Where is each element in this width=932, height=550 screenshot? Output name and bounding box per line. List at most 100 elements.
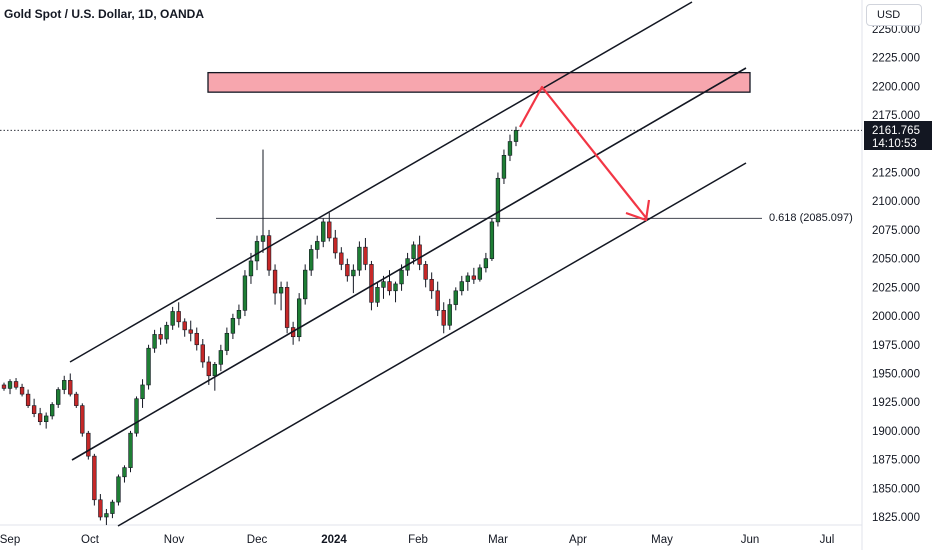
candle-body-down xyxy=(284,287,290,328)
time-tick-label: Jun xyxy=(741,534,760,546)
candle-body-up xyxy=(116,476,121,503)
candle xyxy=(134,396,139,437)
candle-body-up xyxy=(477,267,483,280)
time-tick-label: 2024 xyxy=(321,534,347,546)
candle-body-up xyxy=(254,241,260,262)
candle xyxy=(128,430,133,473)
candle-body-up xyxy=(447,304,452,326)
candle-body-down xyxy=(31,405,37,414)
candle xyxy=(357,241,362,276)
time-tick-label: Sep xyxy=(0,534,20,546)
candle xyxy=(489,218,495,261)
candle xyxy=(242,270,248,317)
candle xyxy=(423,260,428,288)
time-tick-label: May xyxy=(651,534,673,546)
candle-body-up xyxy=(236,310,242,319)
candle-body-up xyxy=(465,275,470,282)
candle xyxy=(19,383,25,397)
candle-body-up xyxy=(128,432,133,468)
candle xyxy=(31,398,37,418)
candle-body-down xyxy=(206,361,211,377)
candle xyxy=(513,126,519,147)
last-price-value: 2161.765 xyxy=(872,125,920,137)
candle xyxy=(417,235,422,271)
candle xyxy=(176,302,181,328)
candle-body-down xyxy=(345,264,350,277)
time-axis[interactable]: Sep Oct Nov Dec 2024 Feb Mar Apr May Jun Jul xyxy=(0,534,834,546)
candle xyxy=(188,320,193,342)
candle-body-up xyxy=(495,177,501,223)
candle-body-down xyxy=(272,269,278,294)
candle-body-up xyxy=(43,415,49,422)
candle-body-up xyxy=(122,467,127,478)
candle xyxy=(25,389,31,408)
currency-selector-button[interactable]: USD xyxy=(866,4,922,26)
candle-body-down xyxy=(68,380,73,395)
channel-upper-line[interactable] xyxy=(69,1,693,363)
last-price-tag: 2161.765 14:10:53 xyxy=(864,121,932,150)
candle-body-up xyxy=(357,246,362,271)
candle xyxy=(194,327,199,351)
countdown-timer: 14:10:53 xyxy=(872,138,917,150)
candle-body-up xyxy=(399,269,404,285)
price-tick-label: 1875.000 xyxy=(872,455,920,467)
candle xyxy=(465,272,470,291)
candle-body-up xyxy=(248,260,254,277)
candle xyxy=(339,247,344,271)
candle xyxy=(236,304,242,326)
candle-body-up xyxy=(453,290,458,305)
candle xyxy=(393,281,398,303)
candle xyxy=(459,275,464,296)
candle xyxy=(303,264,308,305)
price-tick-label: 2200.000 xyxy=(872,81,920,93)
candle-body-up xyxy=(315,241,320,250)
candle xyxy=(429,272,434,299)
channel-lower-line[interactable] xyxy=(117,162,747,527)
candle-body-up xyxy=(50,404,55,417)
candle xyxy=(315,235,320,259)
candle xyxy=(13,378,19,390)
projection-arrow[interactable] xyxy=(519,85,648,220)
candle-body-up xyxy=(309,249,314,271)
candle xyxy=(146,344,151,390)
candle-body-up xyxy=(56,389,61,405)
price-tick-label: 1950.000 xyxy=(872,368,920,380)
channel-middle-line[interactable] xyxy=(71,67,747,461)
candle-body-down xyxy=(363,246,368,265)
candle xyxy=(230,313,236,340)
candle-body-down xyxy=(387,281,392,292)
candle xyxy=(495,172,501,227)
candle-body-down xyxy=(80,405,85,434)
price-axis[interactable]: 2250.0002225.0002200.0002175.0002150.000… xyxy=(872,24,920,524)
candle-body-up xyxy=(140,384,145,400)
time-tick-label: Nov xyxy=(164,534,185,546)
price-tick-label: 2000.000 xyxy=(872,311,920,323)
candle xyxy=(50,402,55,420)
candle xyxy=(68,373,73,397)
candle xyxy=(290,321,296,345)
candle-body-up xyxy=(393,283,398,292)
candle xyxy=(447,298,452,330)
candle-body-up xyxy=(212,363,217,377)
candle-body-down xyxy=(429,279,434,292)
time-tick-label: Feb xyxy=(408,534,428,546)
candle-body-up xyxy=(381,281,386,288)
candle-body-up xyxy=(110,501,115,514)
candle-body-up xyxy=(134,398,139,434)
candle xyxy=(333,229,338,259)
candle xyxy=(170,306,175,330)
candle xyxy=(327,212,332,242)
candle-body-down xyxy=(471,275,477,280)
candle-body-down xyxy=(176,311,181,323)
candle xyxy=(272,264,278,305)
candle-body-up xyxy=(459,281,464,292)
price-tick-label: 2100.000 xyxy=(872,196,920,208)
price-tick-label: 1850.000 xyxy=(872,483,920,495)
candle-body-up xyxy=(513,130,519,142)
resistance-zone[interactable] xyxy=(207,71,751,93)
candle-body-down xyxy=(98,499,103,518)
candle xyxy=(98,494,103,521)
candle xyxy=(7,379,13,395)
time-tick-label: Jul xyxy=(820,534,835,546)
